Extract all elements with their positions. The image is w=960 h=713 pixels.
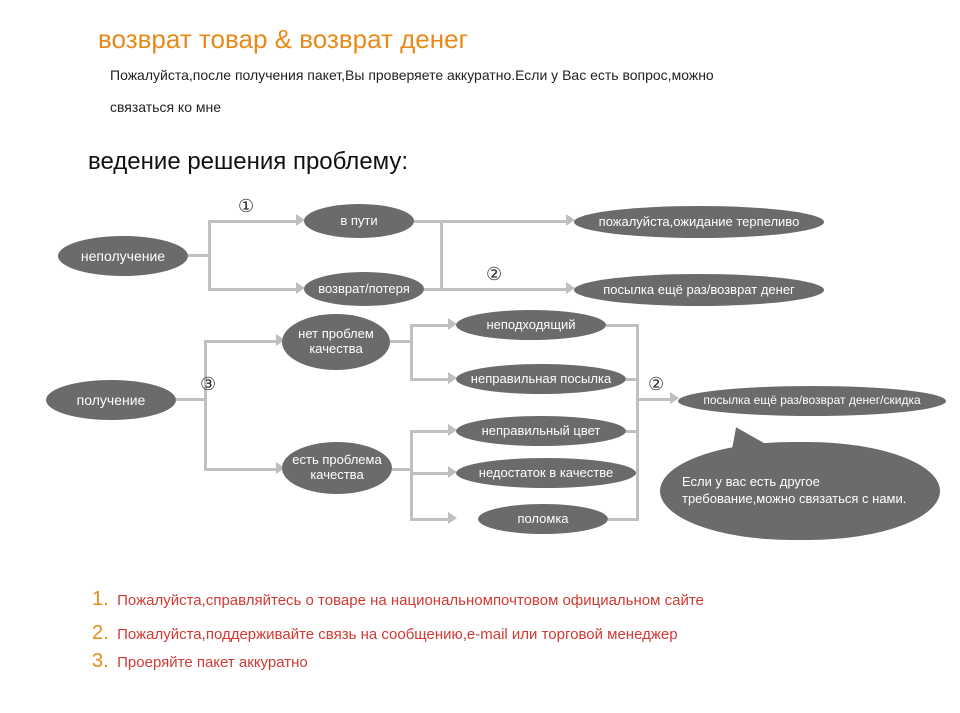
node-no-quality-problem: нет проблем качества <box>282 314 390 370</box>
connector <box>208 288 298 291</box>
step-badge-1: ① <box>238 196 254 217</box>
footer-num-1: 1. <box>92 588 109 611</box>
arrow-icon <box>448 512 457 524</box>
node-quality-problem: есть проблема качества <box>282 442 392 494</box>
connector <box>204 340 207 470</box>
connector <box>440 220 443 291</box>
section-subtitle: ведение решения проблему: <box>88 148 408 176</box>
node-defect: недостаток в качестве <box>456 458 636 488</box>
connector <box>390 340 412 343</box>
connector <box>204 468 278 471</box>
connector <box>440 220 568 223</box>
page-title: возврат товар & возврат денег <box>98 24 468 55</box>
step-badge-3: ③ <box>200 374 216 395</box>
connector <box>410 324 450 327</box>
footer-num-2: 2. <box>92 622 109 645</box>
connector <box>410 472 450 475</box>
connector <box>410 430 450 433</box>
intro-line-2: связаться ко мне <box>110 98 221 118</box>
step-badge-2b: ② <box>648 374 664 395</box>
connector <box>392 468 412 471</box>
node-v-puti: в пути <box>304 204 414 238</box>
footer-text-3: Проеряйте пакет аккуратно <box>117 654 308 671</box>
connector <box>636 324 639 521</box>
node-wrong-parcel: неправильная посылка <box>456 364 626 394</box>
connector <box>608 518 638 521</box>
footer-text-1: Пожалуйста,справляйтесь о товаре на наци… <box>117 592 704 609</box>
connector <box>204 340 278 343</box>
connector <box>176 398 206 401</box>
node-wait: пожалуйста,ожидание терпеливо <box>574 206 824 238</box>
node-resend-refund: посылка ещё раз/возврат денег <box>574 274 824 306</box>
footer-text-2: Пожалуйста,поддерживайте связь на сообще… <box>117 626 677 643</box>
connector <box>410 324 413 380</box>
connector <box>410 378 450 381</box>
connector <box>188 254 210 257</box>
node-broken: поломка <box>478 504 608 534</box>
connector <box>414 220 442 223</box>
footer-row-3: 3. Проеряйте пакет аккуратно <box>92 650 308 673</box>
step-badge-2: ② <box>486 264 502 285</box>
footer-row-2: 2. Пожалуйста,поддерживайте связь на соо… <box>92 622 678 645</box>
node-nepodhod: неподходящий <box>456 310 606 340</box>
footer-row-1: 1. Пожалуйста,справляйтесь о товаре на н… <box>92 588 704 611</box>
connector <box>636 398 672 401</box>
intro-line-1: Пожалуйста,после получения пакет,Вы пров… <box>110 66 714 86</box>
node-root-nepoluchenie: неполучение <box>58 236 188 276</box>
connector <box>208 220 298 223</box>
connector <box>410 430 413 520</box>
connector <box>208 220 211 290</box>
footer-num-3: 3. <box>92 650 109 673</box>
page: возврат товар & возврат денег Пожалуйста… <box>0 0 960 713</box>
contact-bubble: Если у вас есть другое требование,можно … <box>660 442 940 540</box>
connector <box>410 518 450 521</box>
node-root-poluchenie: получение <box>46 380 176 420</box>
connector <box>606 324 638 327</box>
node-vozvrat-poterya: возврат/потеря <box>304 272 424 306</box>
connector <box>440 288 568 291</box>
node-outcome-2: посылка ещё раз/возврат денег/скидка <box>678 386 946 416</box>
node-wrong-color: неправильный цвет <box>456 416 626 446</box>
